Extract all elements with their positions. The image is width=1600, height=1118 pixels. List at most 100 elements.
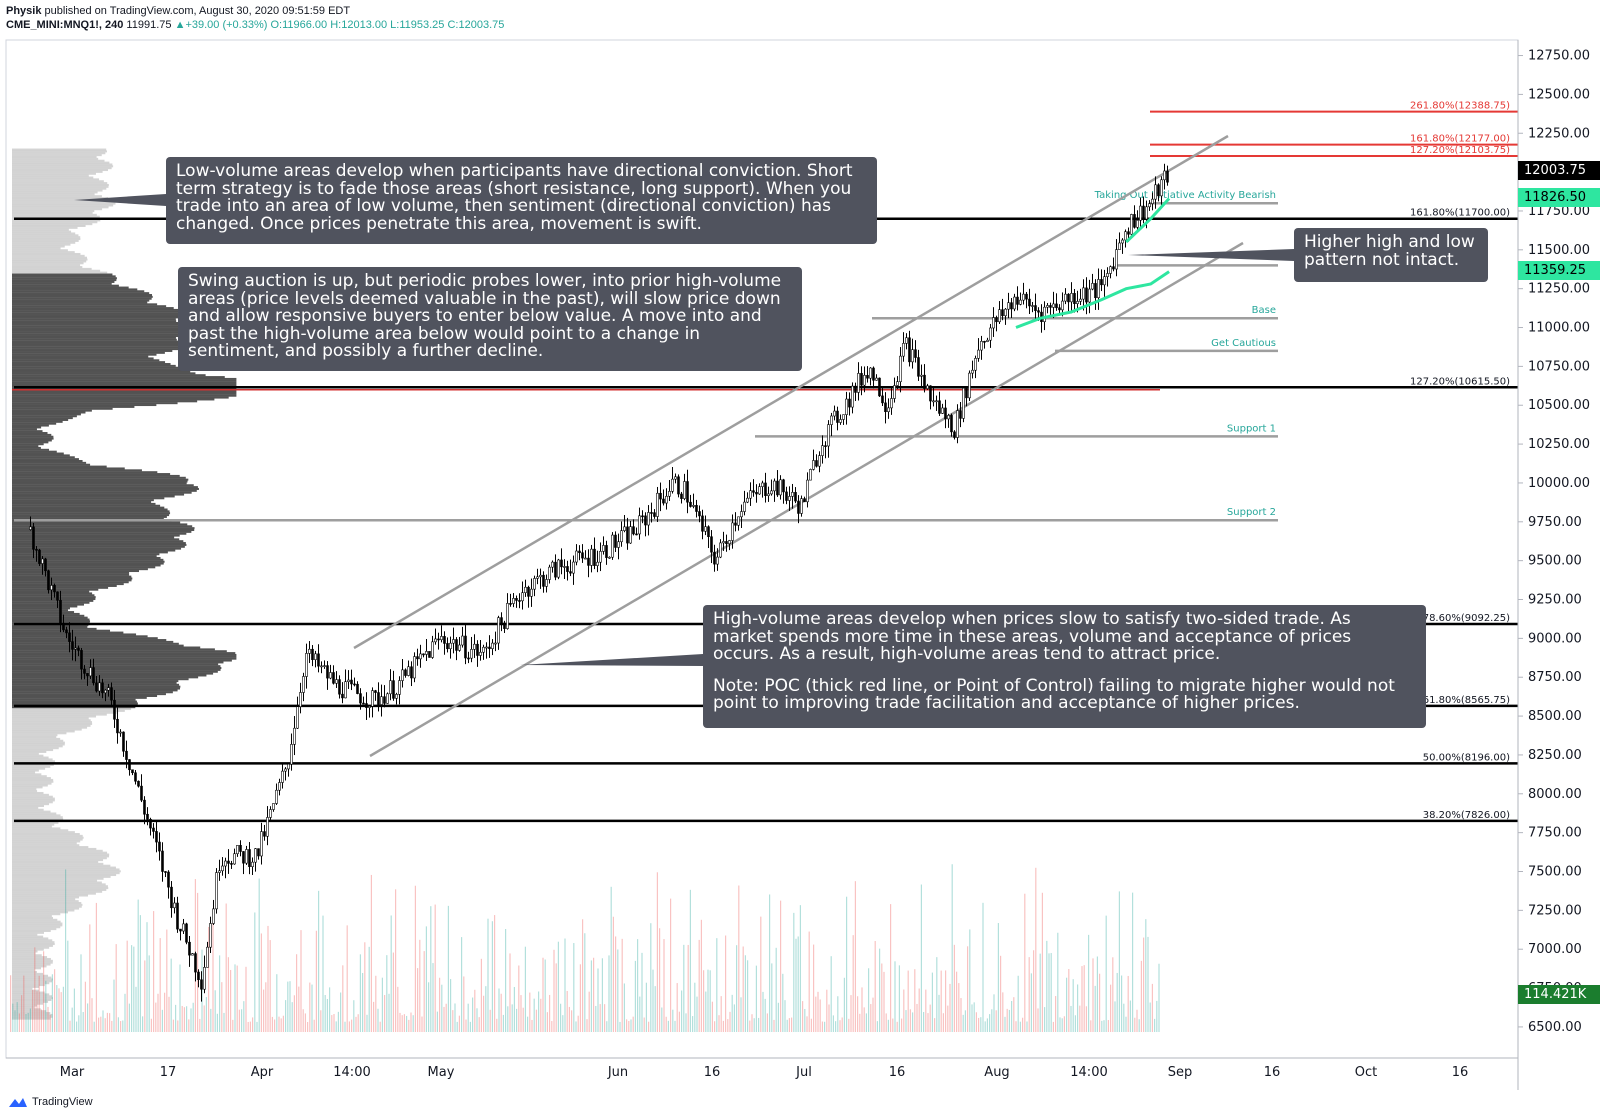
- profile-bar: [12, 422, 57, 425]
- candle-body: [983, 340, 986, 343]
- profile-bar: [12, 510, 170, 513]
- profile-bar: [12, 377, 237, 380]
- candle-body: [257, 848, 260, 857]
- candle-body: [986, 339, 989, 342]
- candle-body: [68, 632, 71, 642]
- fib-label: 127.20%(10615.50): [1410, 376, 1510, 387]
- candle-body: [125, 750, 128, 760]
- volume-bar: [1030, 973, 1032, 1032]
- symbol[interactable]: CME_MINI:MNQ1!, 240: [6, 19, 124, 31]
- profile-bar: [12, 307, 174, 310]
- candle-body: [1082, 287, 1085, 300]
- candle-body: [914, 349, 917, 358]
- profile-bar: [12, 689, 178, 692]
- y-tick-label: 11750.00: [1528, 204, 1590, 219]
- profile-bar: [12, 176, 94, 179]
- volume-bar: [388, 993, 390, 1032]
- profile-bar: [12, 267, 92, 270]
- profile-bar: [12, 907, 80, 910]
- candle-body: [1091, 283, 1094, 290]
- volume-bar: [837, 996, 839, 1032]
- note-low-volume: Low-volume areas develop when participan…: [166, 157, 877, 244]
- volume-bar: [698, 939, 700, 1032]
- profile-bar: [12, 584, 117, 587]
- profile-bar: [12, 721, 93, 724]
- candle-body: [209, 923, 212, 948]
- volume-bar: [940, 970, 942, 1032]
- candle-body: [929, 385, 932, 402]
- profile-bar: [12, 409, 92, 412]
- candle-body: [1133, 214, 1136, 228]
- volume-bar: [584, 933, 586, 1032]
- profile-bar: [12, 275, 116, 278]
- volume-bar: [390, 915, 392, 1032]
- profile-bar: [12, 424, 49, 427]
- volume-bar: [120, 1021, 122, 1032]
- candle-body: [122, 731, 125, 752]
- volume-bar: [839, 1020, 841, 1032]
- volume-bar: [1063, 1016, 1065, 1032]
- volume-bar: [1134, 1017, 1136, 1032]
- y-tick-label: 8750.00: [1528, 670, 1582, 685]
- candle-body: [215, 872, 218, 910]
- volume-bar: [1081, 966, 1083, 1032]
- volume-bar: [907, 970, 909, 1032]
- candle-body: [938, 400, 941, 414]
- price-tag: 12003.75: [1518, 160, 1600, 180]
- profile-bar: [12, 771, 36, 774]
- volume-bar: [865, 1013, 867, 1032]
- volume-bar: [568, 1006, 570, 1032]
- profile-bar: [12, 543, 187, 546]
- volume-bar: [1156, 1000, 1158, 1032]
- profile-bar: [12, 361, 166, 364]
- candle-body: [158, 841, 161, 852]
- candle-body: [626, 526, 629, 544]
- profile-bar: [12, 504, 161, 507]
- profile-bar: [12, 150, 107, 153]
- profile-bar: [12, 521, 181, 524]
- profile-bar: [12, 413, 81, 416]
- profile-bar: [12, 868, 120, 871]
- candle-body: [275, 789, 278, 804]
- note-high-volume: High-volume areas develop when prices sl…: [703, 605, 1426, 728]
- volume-bar: [674, 1020, 676, 1032]
- volume-bar: [553, 949, 555, 1032]
- volume-bar: [650, 923, 652, 1032]
- volume-bar: [500, 993, 502, 1032]
- volume-bar: [1019, 1021, 1021, 1032]
- profile-bar: [12, 639, 167, 642]
- candle-body: [620, 530, 623, 543]
- volume-bar: [1151, 983, 1153, 1032]
- profile-bar: [12, 614, 85, 617]
- volume-bar: [421, 1016, 423, 1032]
- volume-bar: [150, 1018, 152, 1032]
- candle-body: [1049, 305, 1052, 308]
- volume-bar: [307, 1021, 309, 1032]
- candle-body: [878, 377, 881, 397]
- profile-bar: [12, 308, 180, 311]
- profile-bar: [12, 797, 55, 800]
- volume-bar: [689, 889, 691, 1032]
- y-tick-label: 11500.00: [1528, 243, 1590, 258]
- volume-bar: [579, 964, 581, 1032]
- candle-body: [302, 676, 305, 693]
- volume-bar: [285, 1000, 287, 1032]
- volume-bar: [678, 1011, 680, 1032]
- volume-bar: [696, 996, 698, 1032]
- profile-bar: [12, 635, 148, 638]
- candle-body: [770, 490, 773, 495]
- volume-bar: [883, 971, 885, 1032]
- profile-bar: [12, 333, 191, 336]
- candle-body: [947, 415, 950, 420]
- profile-bar: [12, 997, 53, 1000]
- volume-bar: [540, 998, 542, 1032]
- candle-body: [89, 667, 92, 677]
- volume-bar: [529, 992, 531, 1032]
- candle-body: [218, 870, 221, 873]
- volume-bar: [518, 965, 520, 1032]
- candle-body: [860, 373, 863, 386]
- volume-bar: [639, 996, 641, 1032]
- profile-bar: [12, 314, 183, 317]
- profile-bar: [12, 676, 199, 679]
- volume-bar: [938, 994, 940, 1032]
